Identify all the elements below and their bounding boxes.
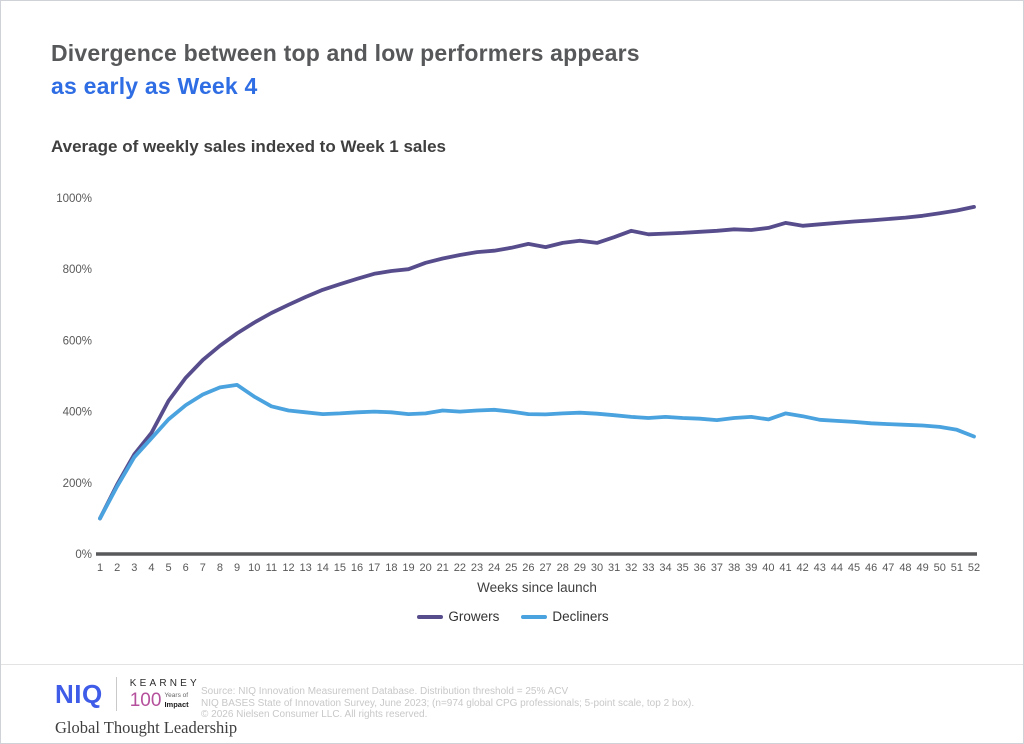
niq-logo: NIQ (55, 679, 103, 709)
decliners-line (98, 382, 976, 521)
kearney-100: 100 (129, 689, 162, 711)
growers-line (98, 204, 976, 521)
growers-legend-label: Growers (448, 609, 500, 624)
x-tick-label: 22 (454, 562, 466, 574)
y-tick-label: 200% (63, 478, 92, 490)
x-tick-label: 18 (385, 562, 397, 574)
source-line-2: NIQ BASES State of Innovation Survey, Ju… (201, 697, 695, 709)
x-tick-label: 1 (97, 562, 103, 574)
x-tick-label: 29 (574, 562, 586, 574)
x-tick-label: 34 (659, 562, 671, 574)
chart-subtitle: Average of weekly sales indexed to Week … (51, 137, 446, 156)
x-tick-label: 30 (591, 562, 603, 574)
x-tick-label: 51 (951, 562, 963, 574)
x-tick-label: 43 (814, 562, 826, 574)
x-tick-label: 46 (865, 562, 877, 574)
x-tick-label: 17 (368, 562, 380, 574)
sales-index-line-chart: 0% 200% 400% 600% 800% 1000% 1 2 3 4 5 6 7 8 9 10 11 12 13… (1, 181, 1023, 641)
x-tick-label: 45 (848, 562, 860, 574)
y-tick-label: 800% (63, 264, 92, 276)
x-axis-title: Weeks since launch (477, 580, 597, 595)
x-tick-label: 48 (899, 562, 911, 574)
x-tick-label: 16 (351, 562, 363, 574)
kearney-wordmark: KEARNEY (129, 677, 200, 689)
logo-block: NIQ KEARNEY 100 Years of Impact Global T… (55, 677, 237, 738)
x-tick-label: 42 (797, 562, 809, 574)
x-tick-label: 50 (934, 562, 946, 574)
x-tick-label: 11 (266, 562, 277, 574)
x-tick-label: 9 (234, 562, 240, 574)
source-line-1: Source: NIQ Innovation Measurement Datab… (201, 686, 569, 697)
x-tick-label: 23 (471, 562, 483, 574)
legend-item-growers: Growers (417, 609, 499, 624)
y-tick-label: 0% (75, 549, 92, 561)
x-tick-label: 36 (694, 562, 706, 574)
title-line-1: Divergence between top and low performer… (51, 40, 640, 66)
x-tick-label: 3 (131, 562, 137, 574)
x-tick-label: 27 (539, 562, 551, 574)
decliners-swatch (521, 614, 548, 619)
x-tick-label: 31 (608, 562, 620, 574)
global-thought-leadership-tagline: Global Thought Leadership (55, 718, 238, 737)
x-tick-label: 10 (248, 562, 260, 574)
kearney-logo: KEARNEY 100 Years of Impact (129, 677, 200, 711)
x-tick-label: 7 (200, 562, 206, 574)
x-tick-label: 20 (419, 562, 431, 574)
x-tick-label: 24 (488, 562, 500, 574)
x-tick-label: 8 (217, 562, 223, 574)
x-tick-label: 49 (916, 562, 928, 574)
legend-item-decliners: Decliners (521, 609, 609, 624)
x-tick-label: 37 (711, 562, 723, 574)
chart-canvas: 0%200%400%600%800%1000%1 2 3 4 5 6 7 8 9 10 11 12 13… (56, 193, 980, 595)
x-tick-label: 44 (831, 562, 843, 574)
x-tick-label: 40 (762, 562, 774, 574)
x-tick-label: 33 (642, 562, 654, 574)
y-tick-label: 1000% (56, 193, 92, 205)
x-tick-label: 38 (728, 562, 740, 574)
title-line-2: as early as Week 4 (51, 73, 258, 99)
footer: NIQ KEARNEY 100 Years of Impact Global T… (1, 664, 1023, 743)
x-tick-label: 41 (779, 562, 791, 574)
x-tick-label: 52 (968, 562, 980, 574)
kearney-years-of: Years of (164, 692, 189, 699)
x-tick-label: 25 (505, 562, 517, 574)
growers-swatch (417, 614, 444, 619)
y-tick-label: 600% (63, 335, 92, 347)
x-tick-label: 15 (334, 562, 346, 574)
x-tick-label: 47 (882, 562, 894, 574)
x-tick-label: 12 (282, 562, 294, 574)
x-tick-label: 19 (402, 562, 414, 574)
x-tick-label: 21 (437, 562, 449, 574)
kearney-impact: Impact (164, 699, 189, 709)
chart-legend: Growers Decliners (1, 609, 1023, 624)
source-line-3: © 2026 Nielsen Consumer LLC. All rights … (201, 709, 428, 720)
source-notes: Source: NIQ Innovation Measurement Datab… (201, 686, 694, 721)
x-tick-label: 2 (114, 562, 120, 574)
x-tick-label: 6 (183, 562, 189, 574)
logo-divider (115, 677, 117, 711)
x-tick-label: 28 (557, 562, 569, 574)
x-tick-label: 32 (625, 562, 637, 574)
x-tick-label: 35 (677, 562, 689, 574)
decliners-legend-label: Decliners (552, 609, 609, 624)
x-tick-label: 39 (745, 562, 757, 574)
x-tick-label: 14 (317, 562, 329, 574)
x-tick-label: 5 (165, 562, 171, 574)
y-tick-label: 400% (63, 407, 92, 419)
x-tick-label: 4 (148, 562, 154, 574)
page-title: Divergence between top and low performer… (51, 37, 640, 103)
x-tick-label: 26 (522, 562, 534, 574)
x-tick-label: 13 (300, 562, 312, 574)
